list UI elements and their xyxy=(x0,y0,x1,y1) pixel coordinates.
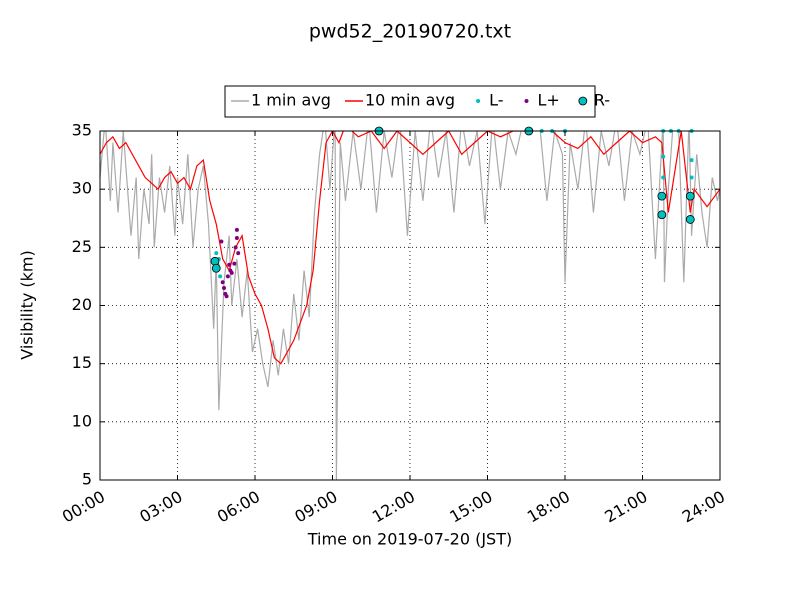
data-point xyxy=(234,236,239,241)
y-tick-label: 10 xyxy=(72,411,92,430)
data-point xyxy=(661,175,666,180)
legend-swatch xyxy=(524,99,529,103)
x-axis-label: Time on 2019-07-20 (JST) xyxy=(307,530,512,549)
data-point xyxy=(234,227,239,232)
legend-label: R- xyxy=(594,91,610,110)
y-tick-label: 15 xyxy=(72,353,92,372)
data-point xyxy=(685,215,695,224)
legend-swatch xyxy=(578,96,588,106)
data-line xyxy=(100,131,720,480)
data-point xyxy=(657,210,667,220)
data-point xyxy=(225,274,230,279)
data-point xyxy=(219,239,224,244)
y-tick-label: 20 xyxy=(72,295,92,314)
legend-box xyxy=(224,85,596,118)
data-point xyxy=(218,274,223,279)
data-point xyxy=(227,262,232,267)
y-tick-label: 35 xyxy=(72,121,92,140)
data-point xyxy=(689,158,694,163)
data-point xyxy=(685,191,695,201)
data-point xyxy=(233,245,238,250)
data-point xyxy=(211,263,221,273)
data-point xyxy=(224,294,229,299)
data-point xyxy=(661,154,666,159)
legend-label: 1 min avg xyxy=(251,91,331,110)
data-point xyxy=(229,270,234,275)
legend-label: 10 min avg xyxy=(365,91,455,110)
legend-swatch xyxy=(476,99,481,103)
legend: 1 min avg 10 min avg L- L+ R- xyxy=(224,85,610,118)
legend-label: L+ xyxy=(538,91,560,110)
y-tick-label: 30 xyxy=(72,179,92,198)
y-tick-label: 5 xyxy=(82,470,92,489)
data-point xyxy=(689,175,694,180)
legend-label: L- xyxy=(489,91,503,110)
chart-title: pwd52_20190720.txt xyxy=(309,21,511,43)
y-axis-label: Visibility (km) xyxy=(18,250,37,359)
data-point xyxy=(214,251,219,256)
data-point xyxy=(657,191,667,201)
data-line xyxy=(100,131,720,365)
y-tick-label: 25 xyxy=(72,237,92,256)
data-point xyxy=(222,286,226,291)
data-point xyxy=(232,261,237,266)
data-point xyxy=(236,251,241,256)
data-point xyxy=(220,280,225,285)
